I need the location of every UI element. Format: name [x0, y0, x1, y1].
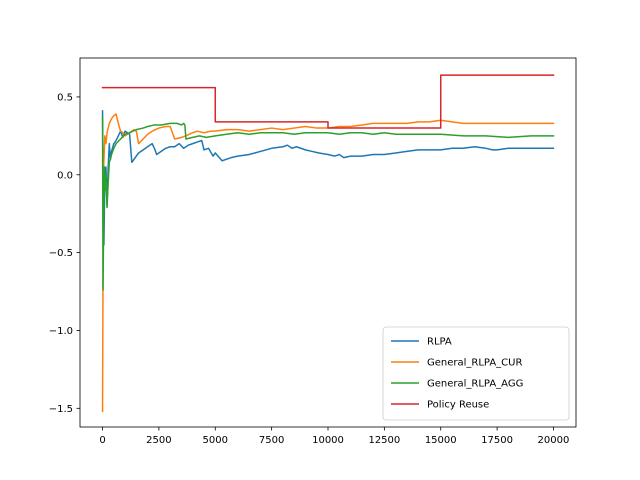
series-layer	[101, 74, 555, 413]
y-tick-label: −1.5	[49, 404, 73, 415]
legend-label: General_RLPA_CUR	[427, 358, 522, 369]
y-tick-label: −0.5	[49, 248, 73, 259]
y-tick-label: 0.5	[57, 93, 73, 104]
x-tick-label: 2500	[146, 435, 171, 446]
x-tick-label: 17500	[481, 435, 513, 446]
legend: RLPA General_RLPA_CUR General_RLPA_AGG Poli…	[382, 326, 570, 421]
x-axis-ticks: 0 2500 5000 7500 10000 12500 15000 17500 20000	[99, 427, 569, 446]
x-tick-label: 12500	[368, 435, 400, 446]
legend-box	[382, 326, 570, 421]
x-tick-label: 5000	[203, 435, 228, 446]
x-tick-label: 20000	[538, 435, 570, 446]
x-tick-label: 7500	[259, 435, 284, 446]
x-tick-label: 10000	[312, 435, 344, 446]
x-tick-label: 0	[99, 435, 105, 446]
series-line-1	[101, 113, 555, 413]
y-tick-label: −1.0	[49, 326, 73, 337]
x-tick-label: 15000	[425, 435, 457, 446]
legend-label: Policy Reuse	[427, 400, 489, 411]
series-line-2	[101, 116, 555, 291]
series-line-3	[101, 74, 555, 129]
y-axis-ticks: 0.5 0.0 −0.5 −1.0 −1.5	[49, 93, 80, 415]
legend-label: RLPA	[427, 337, 452, 348]
legend-label: General_RLPA_AGG	[427, 379, 523, 390]
y-tick-label: 0.0	[57, 170, 73, 181]
series-line-0	[101, 110, 555, 246]
